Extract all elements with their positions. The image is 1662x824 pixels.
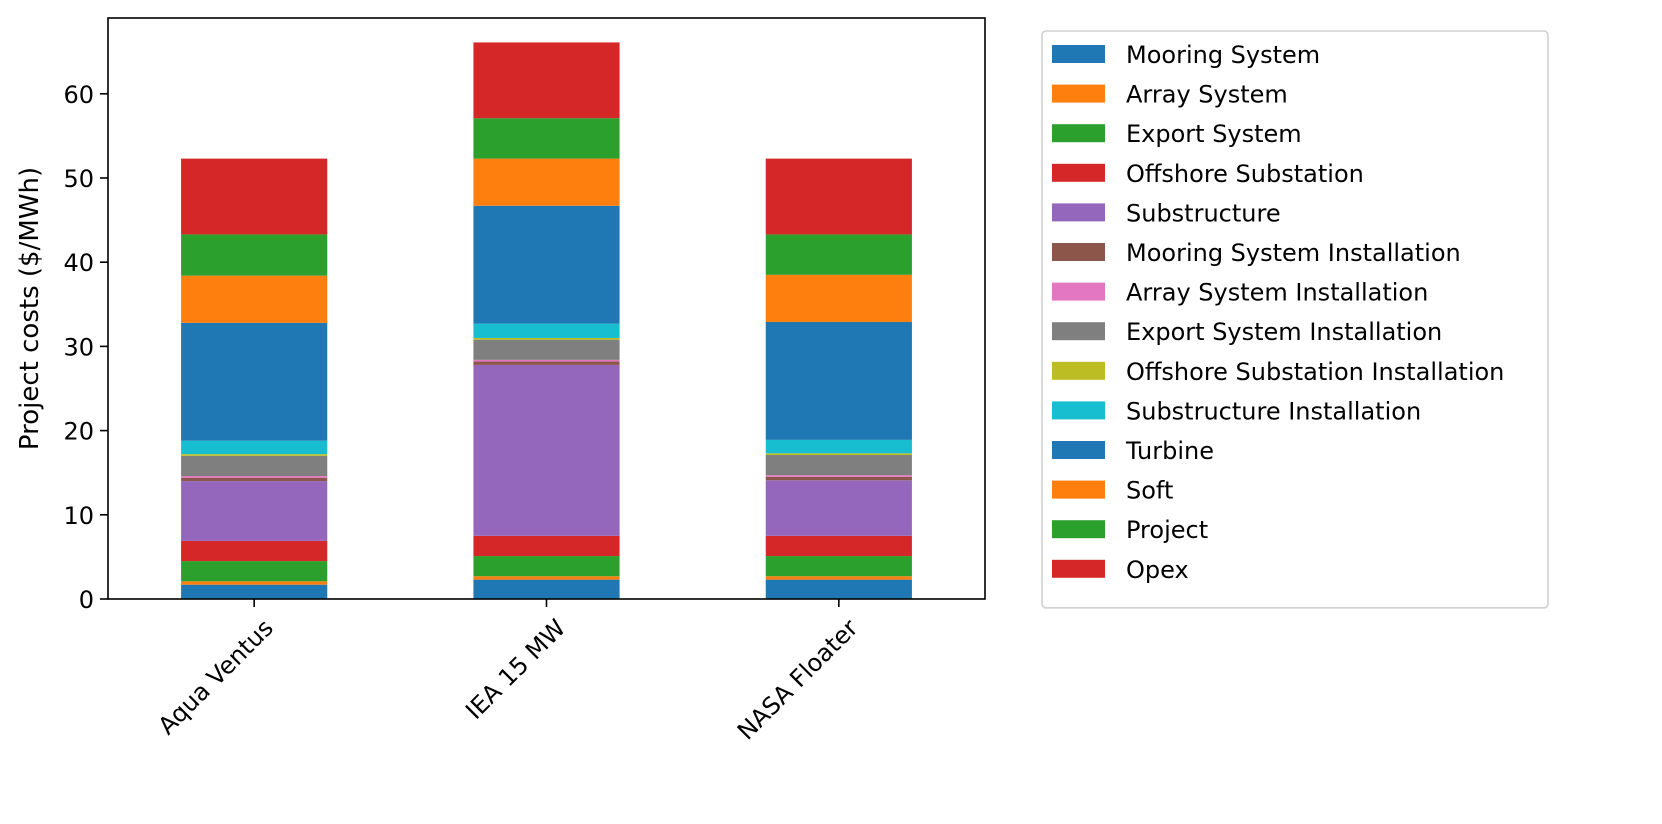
bar-segment-0-9 xyxy=(181,440,328,455)
bar-segment-0-13 xyxy=(181,158,328,235)
legend-label: Export System xyxy=(1126,120,1302,148)
legend-swatch xyxy=(1052,163,1105,182)
legend-swatch xyxy=(1052,124,1105,143)
legend-swatch xyxy=(1052,401,1105,420)
bar-segment-2-4 xyxy=(765,480,912,536)
legend-swatch xyxy=(1052,203,1105,222)
bar-segment-2-11 xyxy=(765,274,912,322)
bar-segment-0-10 xyxy=(181,322,328,441)
legend-label: Project xyxy=(1126,516,1208,544)
bar-segment-2-0 xyxy=(765,579,912,599)
bar-segment-0-5 xyxy=(181,477,328,482)
bar-segment-1-13 xyxy=(473,42,620,119)
y-axis: 0 10 20 30 40 50 60 xyxy=(63,81,108,614)
legend-frame xyxy=(1041,30,1549,609)
y-tick-label: 20 xyxy=(63,418,94,446)
legend-label: Substructure Installation xyxy=(1126,397,1421,425)
legend-label: Array System xyxy=(1126,81,1288,109)
bar-segment-1-1 xyxy=(473,576,620,580)
legend-swatch xyxy=(1052,45,1105,63)
x-tick-label: NASA Floater xyxy=(732,614,864,746)
legend-swatch xyxy=(1052,282,1105,301)
bar-segment-0-0 xyxy=(181,584,328,599)
legend-label: Export System Installation xyxy=(1126,318,1442,346)
bar-segment-0-3 xyxy=(181,540,328,562)
bar-segment-2-12 xyxy=(765,234,912,275)
legend-swatch xyxy=(1052,559,1105,578)
bar-segment-2-2 xyxy=(765,556,912,577)
legend-label: Mooring System Installation xyxy=(1126,239,1461,267)
bar-segment-0-8 xyxy=(181,454,328,456)
legend-label: Offshore Substation xyxy=(1126,160,1364,188)
bar-segment-2-9 xyxy=(765,439,912,454)
bar-segment-1-6 xyxy=(473,359,620,362)
legend-label: Substructure xyxy=(1126,199,1281,227)
bar-segment-1-7 xyxy=(473,339,620,360)
legend-swatch xyxy=(1052,480,1105,499)
y-tick-label: 10 xyxy=(63,502,94,530)
bar-segment-2-13 xyxy=(765,158,912,235)
bar-segment-0-6 xyxy=(181,476,328,478)
bar-segment-1-8 xyxy=(473,337,620,340)
y-tick-label: 30 xyxy=(63,333,94,361)
y-axis-label: Project costs ($/MWh) xyxy=(15,167,45,450)
bar-segment-1-5 xyxy=(473,361,620,365)
bar-segment-1-3 xyxy=(473,535,620,557)
bar-segment-2-10 xyxy=(765,321,912,440)
bar-segment-2-5 xyxy=(765,476,912,481)
bar-segment-2-1 xyxy=(765,576,912,580)
legend-swatch xyxy=(1052,322,1105,341)
x-tick-label: IEA 15 MW xyxy=(460,614,571,725)
bar-segments xyxy=(181,42,912,599)
bar-segment-1-11 xyxy=(473,158,620,206)
legend-swatch xyxy=(1052,361,1105,380)
bar-segment-2-7 xyxy=(765,455,912,476)
bar-segment-1-2 xyxy=(473,556,620,577)
bar-segment-1-12 xyxy=(473,118,620,159)
legend-label: Turbine xyxy=(1125,437,1214,465)
y-tick-label: 40 xyxy=(63,249,94,277)
y-tick-label: 0 xyxy=(79,586,94,614)
bar-segment-1-4 xyxy=(473,364,620,536)
x-tick-label: Aqua Ventus xyxy=(153,614,279,740)
bar-segment-0-4 xyxy=(181,481,328,541)
legend-swatch xyxy=(1052,84,1105,103)
bar-segment-0-7 xyxy=(181,455,328,477)
legend-swatch xyxy=(1052,243,1105,261)
y-tick-label: 60 xyxy=(63,81,94,109)
legend-label: Opex xyxy=(1126,556,1189,584)
bar-segment-2-6 xyxy=(765,475,912,477)
bar-segment-2-3 xyxy=(765,535,912,557)
bar-segment-0-11 xyxy=(181,275,328,323)
bar-segment-0-1 xyxy=(181,581,328,585)
legend-label: Array System Installation xyxy=(1126,279,1428,307)
bar-segment-0-12 xyxy=(181,234,328,276)
legend-label: Offshore Substation Installation xyxy=(1126,358,1504,386)
legend-swatch xyxy=(1052,520,1105,539)
bar-segment-1-10 xyxy=(473,205,620,324)
legend: Mooring System Array System Export System O… xyxy=(1041,30,1549,609)
y-tick-label: 50 xyxy=(63,165,94,193)
x-axis: Aqua Ventus IEA 15 MW NASA Floater xyxy=(153,599,864,745)
bar-segment-1-0 xyxy=(473,579,620,599)
bar-segment-1-9 xyxy=(473,323,620,338)
legend-swatch xyxy=(1052,441,1105,459)
bar-segment-2-8 xyxy=(765,453,912,456)
legend-label: Mooring System xyxy=(1126,41,1320,69)
bar-segment-0-2 xyxy=(181,561,328,582)
legend-label: Soft xyxy=(1126,477,1173,505)
